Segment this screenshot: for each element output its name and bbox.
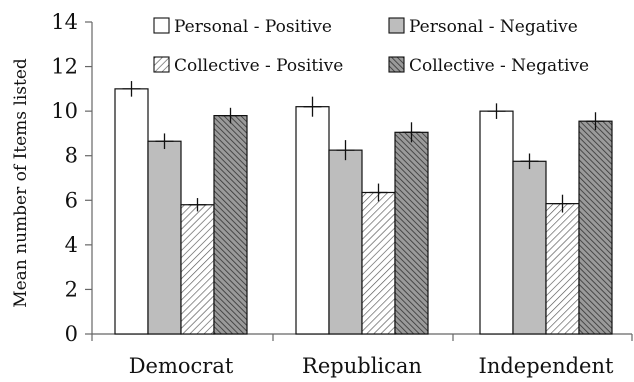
legend-label: Personal - Positive xyxy=(174,17,332,37)
y-tick-label: 14 xyxy=(51,10,78,34)
bar-2-0 xyxy=(479,110,514,335)
y-tick-label: 10 xyxy=(51,99,78,123)
bar-1-2 xyxy=(361,191,396,335)
bar-2-3 xyxy=(578,120,613,335)
category-label: Democrat xyxy=(129,354,234,378)
bar-0-3 xyxy=(213,114,248,335)
bar-2-1 xyxy=(512,160,547,335)
category-label: Independent xyxy=(479,354,614,378)
bar-0-2 xyxy=(180,204,215,335)
legend-label: Personal - Negative xyxy=(409,17,578,37)
legend-swatch xyxy=(153,17,170,34)
bar-1-0 xyxy=(295,106,330,335)
bar-1-3 xyxy=(394,131,429,335)
bar-1-1 xyxy=(328,149,363,335)
y-tick-label: 12 xyxy=(51,55,78,79)
legend-swatch xyxy=(388,17,405,34)
bar-2-2 xyxy=(545,203,580,335)
y-tick-label: 4 xyxy=(65,233,78,257)
y-axis-label: Mean number of Items listed xyxy=(11,58,31,308)
y-tick-label: 6 xyxy=(65,188,78,212)
bar-0-0 xyxy=(114,88,149,335)
bar-0-1 xyxy=(147,140,182,335)
category-label: Republican xyxy=(302,354,422,378)
legend-swatch xyxy=(388,56,405,73)
legend-swatch xyxy=(153,56,170,73)
y-tick-label: 2 xyxy=(65,277,78,301)
legend-label: Collective - Positive xyxy=(174,56,343,76)
y-tick-label: 8 xyxy=(65,144,78,168)
y-tick-label: 0 xyxy=(65,322,78,346)
legend-label: Collective - Negative xyxy=(409,56,589,76)
